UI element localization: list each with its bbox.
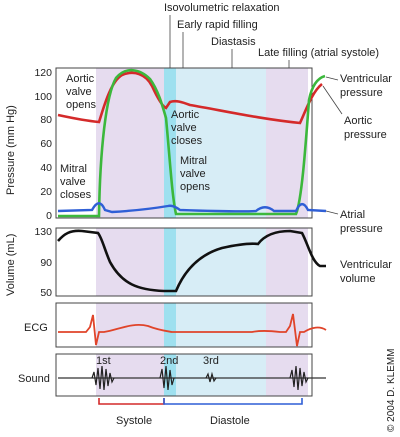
ecg-trace [58,313,327,347]
pressure-tick: 60 [40,138,52,150]
label-second-sound: 2nd [160,355,178,367]
band-late-panel3 [266,303,308,347]
label-aortic-pressure: Aortic [344,115,373,127]
second-heart-sound-burst [159,365,175,391]
annotation-aortic-valve-opens: opens [66,99,96,111]
atrial-pressure-curve [57,202,327,214]
annotation-mitral-valve-opens: valve [180,168,206,180]
annotation-aortic-valve-opens: Aortic [66,73,95,85]
ventricular-pressure-curve [58,68,326,218]
pressure-tick: 100 [34,91,52,103]
phase-headers: Isovolumetric relaxation Early rapid fil… [164,2,379,68]
annotation-mitral-valve-opens: Mitral [180,155,207,167]
sound-label: Sound [18,373,50,385]
systole-bracket [98,398,165,405]
band-systole-panel4 [96,354,164,396]
volume-axis-label: Volume (mL) [5,234,17,296]
diastole-label: Diastole [210,415,250,427]
annotation-mitral-valve-opens: opens [180,181,210,193]
copyright-text: © 2004 D. KLEMM [386,348,397,432]
pointer-aortic-pressure [322,85,343,115]
band-diastole-panel1 [176,68,266,218]
pressure-tick: 40 [40,162,52,174]
annotation-aortic-valve-closes: valve [171,122,197,134]
volume-tick: 130 [34,226,52,238]
annotation-aortic-valve-closes: closes [171,135,203,147]
pressure-tick: 80 [40,114,52,126]
fourth-burst [289,365,309,391]
annotation-mitral-valve-closes: valve [60,176,86,188]
label-ventricular-pressure: Ventricular [340,73,392,85]
band-diastole-panel3 [176,303,266,347]
systole-label: Systole [116,415,152,427]
band-diastole-panel2 [176,228,266,296]
label-ventricular-volume: Ventricular [340,259,392,271]
label-third-sound: 3rd [203,355,219,367]
band-systole-panel2 [96,228,164,296]
header-late-filling: Late filling (atrial systole) [258,47,379,59]
pressure-tick: 20 [40,186,52,198]
sound-panel-frame [55,353,313,397]
band-cyan-panel3 [164,303,176,347]
ecg-panel-frame [55,302,313,348]
label-ventricular-pressure: pressure [340,87,383,99]
pointer-ventricular-pressure [325,76,339,81]
label-first-sound: 1st [96,355,111,367]
annotation-aortic-valve-closes: Aortic [171,109,200,121]
header-isovolumetric-relaxation: Isovolumetric relaxation [164,2,280,14]
band-diastole-panel4 [176,354,266,396]
pressure-tick: 120 [34,67,52,79]
label-ventricular-volume: volume [340,273,375,285]
diastole-bracket [163,398,303,405]
first-heart-sound-burst [91,365,115,391]
label-atrial-pressure: Atrial [340,209,365,221]
volume-tick: 50 [40,287,52,299]
band-late-panel1 [266,68,308,218]
label-aortic-pressure: pressure [344,129,387,141]
header-early-rapid-filling: Early rapid filling [177,19,258,31]
pressure-axis-label: Pressure (mm Hg) [5,105,17,195]
ecg-label: ECG [24,322,48,334]
header-diastasis: Diastasis [211,36,256,48]
third-heart-sound-burst [205,371,217,383]
pressure-tick: 0 [46,210,52,222]
pressure-panel-frame [55,67,313,219]
label-atrial-pressure: pressure [340,223,383,235]
band-late-panel4 [266,354,308,396]
annotation-mitral-valve-closes: closes [60,189,92,201]
panel-frames [55,67,313,397]
volume-panel-frame [55,227,313,297]
pressure-axis: Pressure (mm Hg) 120 100 80 60 40 20 0 [5,67,52,222]
band-late-panel2 [266,228,308,296]
band-systole-panel1 [96,68,164,218]
pointer-atrial-pressure [325,210,339,215]
volume-axis: Volume (mL) 130 90 50 [5,226,52,299]
ventricular-volume-curve [57,229,326,293]
band-cyan-panel2 [164,228,176,296]
annotation-mitral-valve-closes: Mitral [60,163,87,175]
volume-tick: 90 [40,257,52,269]
annotation-aortic-valve-opens: valve [66,86,92,98]
pressure-annotations: Aortic valve opens Aortic valve closes M… [60,73,392,235]
